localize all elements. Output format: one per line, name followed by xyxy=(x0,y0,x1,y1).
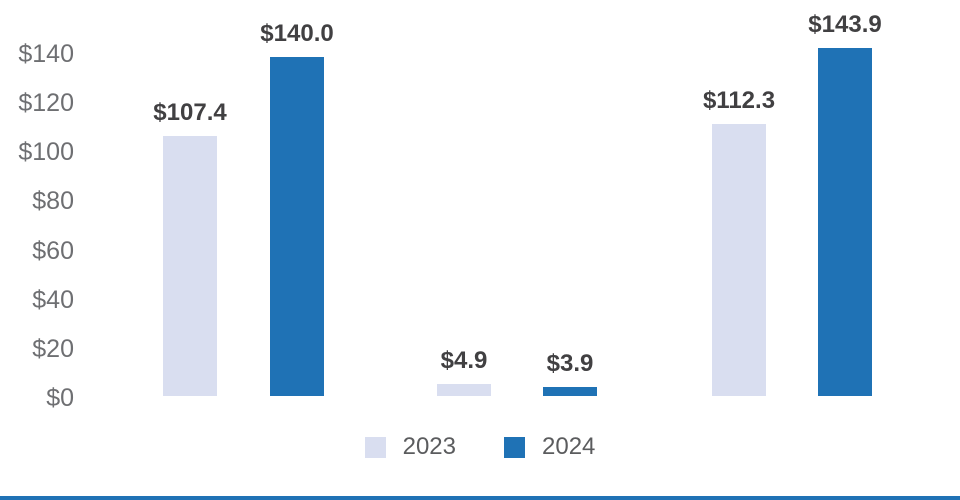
bar-2024-group3: $143.9 xyxy=(808,11,882,396)
y-tick-label: $140 xyxy=(18,40,74,68)
footer-rule xyxy=(0,496,960,500)
bar-2023-group2: $4.9 xyxy=(437,347,491,396)
y-tick-label: $100 xyxy=(18,138,74,166)
bar-2023-group3: $112.3 xyxy=(703,87,775,396)
y-tick-label: $120 xyxy=(18,89,74,117)
y-tick-label: $20 xyxy=(32,335,74,363)
legend-swatch-icon xyxy=(364,436,386,458)
bar-2023-group1: $107.4 xyxy=(153,99,227,396)
bar-value-label: $143.9 xyxy=(808,11,882,38)
y-tick-label: $60 xyxy=(32,237,74,265)
bar-2024-group1: $140.0 xyxy=(260,20,334,396)
y-tick-label: $40 xyxy=(32,286,74,314)
bar-value-label: $107.4 xyxy=(153,99,227,126)
bar-value-label: $140.0 xyxy=(260,20,334,47)
legend-item-2024: 2024 xyxy=(504,434,595,460)
legend-swatch-icon xyxy=(504,436,525,458)
bar-value-label: $3.9 xyxy=(546,350,594,377)
bar-value-label: $112.3 xyxy=(702,87,776,114)
y-tick-label: $80 xyxy=(32,187,74,215)
bar-2024-group2: $3.9 xyxy=(543,350,597,396)
legend-label: 2024 xyxy=(542,433,596,460)
legend-item-2023: 2023 xyxy=(364,433,456,460)
legend-label: 2023 xyxy=(402,433,456,460)
chart-legend: 2023 2024 xyxy=(0,434,960,460)
bar-value-label: $4.9 xyxy=(440,347,488,374)
y-tick-label: $0 xyxy=(46,384,74,412)
